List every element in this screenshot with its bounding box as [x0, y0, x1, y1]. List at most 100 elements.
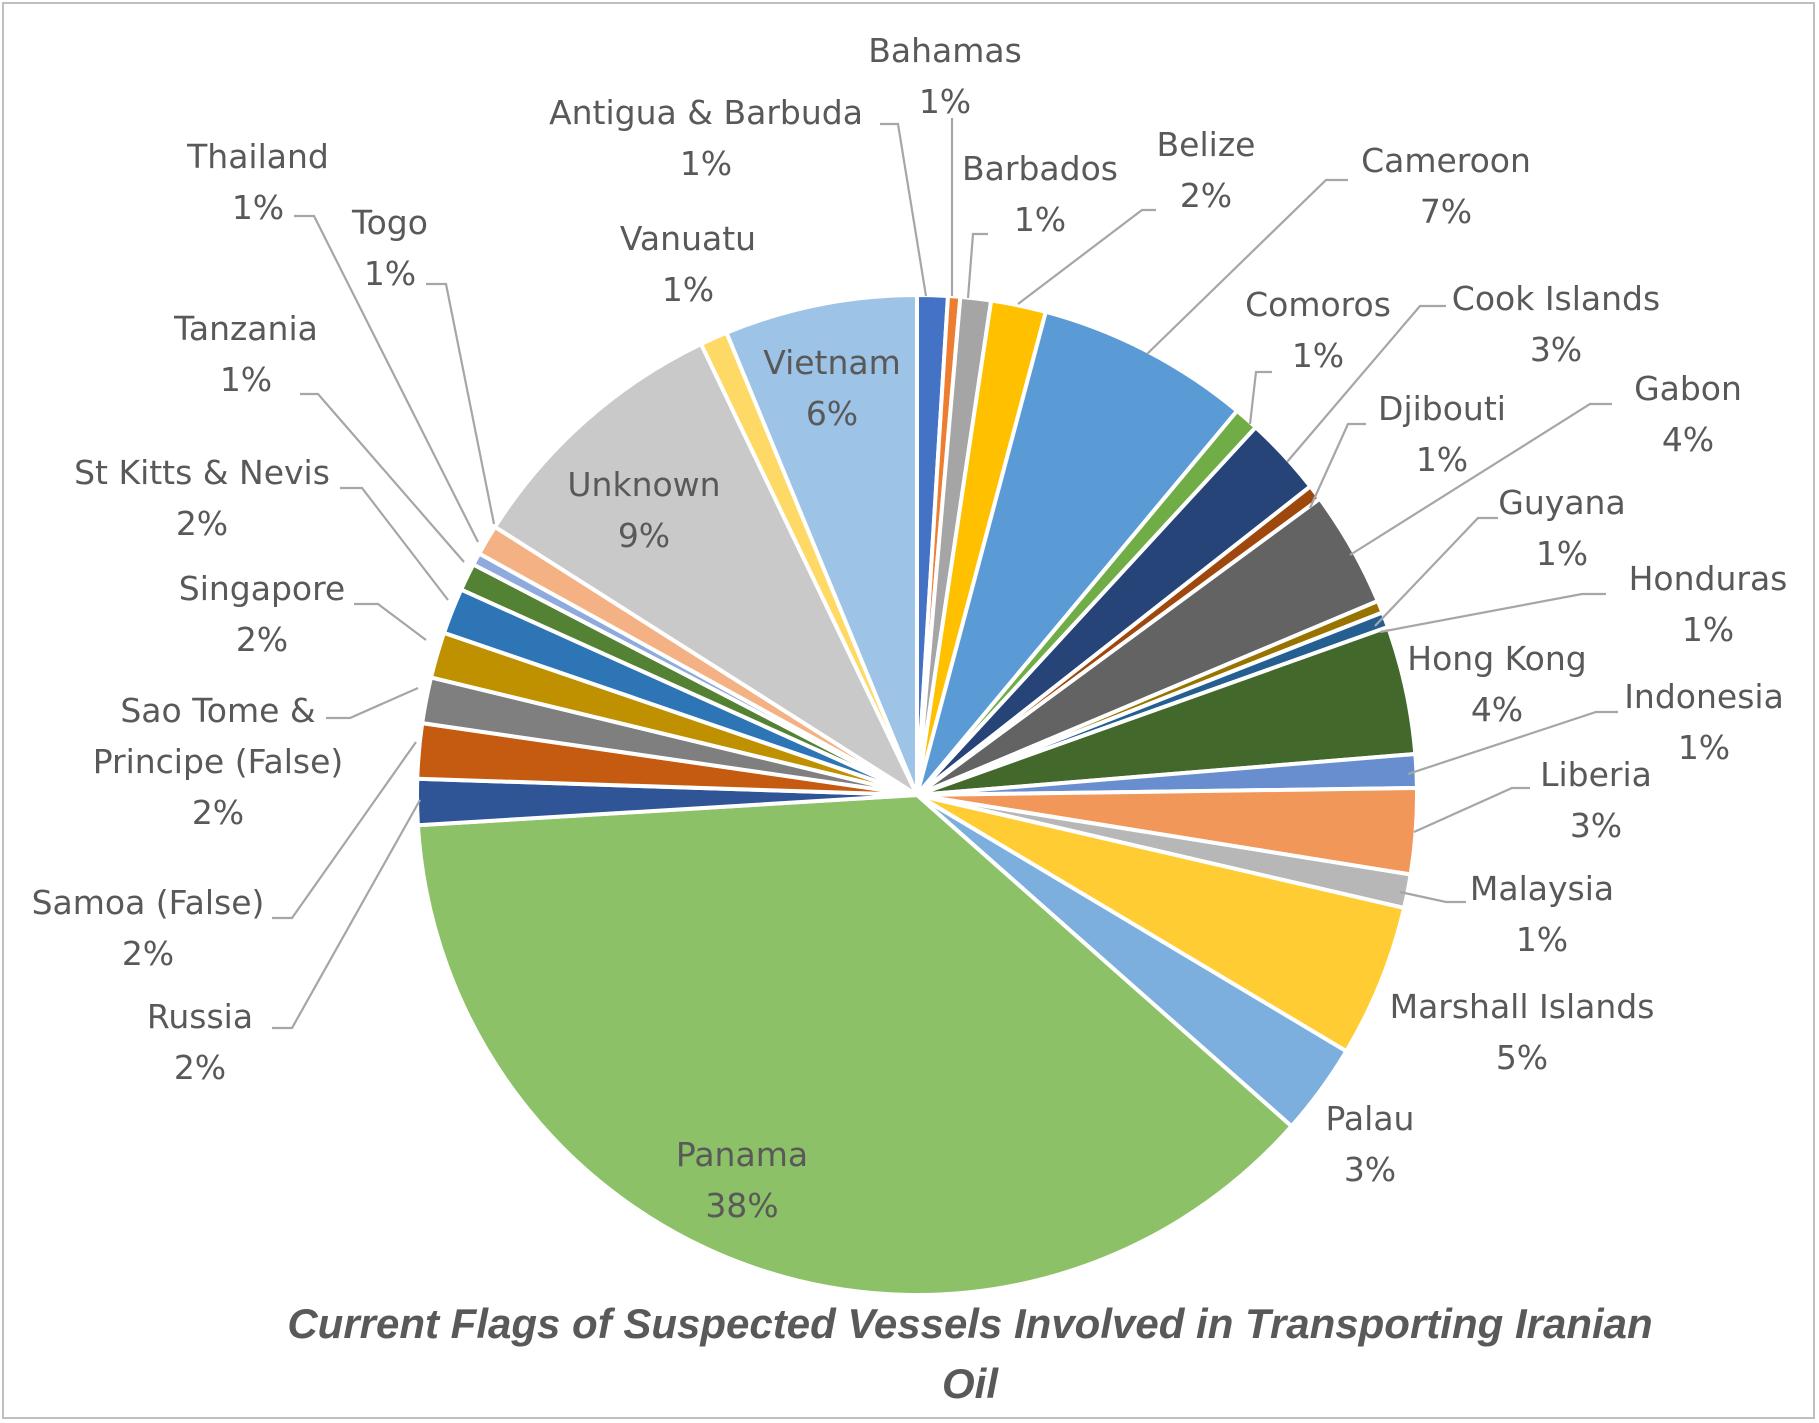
data-label-line: Marshall Islands	[1390, 987, 1655, 1026]
data-label-line: 1%	[364, 254, 416, 293]
data-label-line: Panama	[676, 1135, 808, 1174]
data-label-thailand: Thailand 1%	[186, 137, 329, 227]
data-label-line: 1%	[232, 188, 284, 227]
data-label-st-kitts-nevis: St Kitts & Nevis 2%	[74, 453, 330, 543]
leader-line-comoros	[1248, 370, 1272, 425]
data-label-line: Tanzania	[173, 309, 318, 348]
leader-line-gabon	[1349, 402, 1612, 556]
slice-unknown	[492, 342, 919, 797]
data-label-gabon: Gabon 4%	[1634, 369, 1742, 459]
leader-line-russia	[272, 799, 421, 1030]
data-label-line: Belize	[1157, 125, 1256, 164]
data-label-line: Comoros	[1245, 285, 1391, 324]
data-label-line: Liberia	[1540, 755, 1652, 794]
data-label-bahamas: Bahamas 1%	[868, 31, 1022, 121]
data-label-line: St Kitts & Nevis	[74, 453, 330, 492]
data-label-line: 2%	[1180, 176, 1232, 215]
data-label-line: Barbados	[962, 149, 1118, 188]
data-label-line: 9%	[618, 516, 670, 555]
data-label-line: Djibouti	[1378, 389, 1506, 428]
leader-line-honduras	[1379, 592, 1606, 634]
leader-line-samoa-false	[272, 741, 417, 920]
data-label-line: 1%	[680, 144, 732, 183]
data-label-unknown: Unknown 9%	[567, 465, 720, 555]
slice-vietnam	[724, 293, 919, 797]
leader-line-togo	[426, 282, 496, 525]
data-label-honduras: Honduras 1%	[1629, 559, 1788, 649]
data-label-vanuatu: Vanuatu 1%	[620, 219, 756, 309]
data-label-line: Honduras	[1629, 559, 1788, 598]
data-label-line: Sao Tome &	[120, 691, 315, 730]
data-labels: Bahamas 1% Antigua & Barbuda 1% Barbados 1% Be…	[32, 31, 1788, 1225]
data-label-line: Vietnam	[763, 343, 901, 382]
data-label-line: 7%	[1420, 192, 1472, 231]
data-label-line: 2%	[176, 504, 228, 543]
leader-line-cook-islands	[1286, 304, 1446, 463]
data-label-line: 2%	[122, 934, 174, 973]
data-label-line: 3%	[1570, 806, 1622, 845]
data-label-line: 2%	[174, 1048, 226, 1087]
leader-line-singapore	[354, 602, 427, 641]
data-label-tanzania: Tanzania 1%	[173, 309, 318, 399]
data-label-line: Gabon	[1634, 369, 1742, 408]
data-label-line: 4%	[1471, 690, 1523, 729]
data-label-line: Hong Kong	[1407, 639, 1586, 678]
data-label-samoa-false: Samoa (False) 2%	[32, 883, 265, 973]
data-label-line: Indonesia	[1624, 677, 1784, 716]
leader-line-st-kitts-nevis	[340, 486, 449, 601]
data-label-line: Togo	[351, 203, 428, 242]
data-label-line: 4%	[1662, 420, 1714, 459]
data-label-line: 1%	[1536, 534, 1588, 573]
leader-line-belize	[1017, 208, 1156, 305]
data-label-line: Vanuatu	[620, 219, 756, 258]
data-label-line: Russia	[147, 997, 253, 1036]
leader-line-sao-tome-principe-false	[326, 686, 419, 720]
leader-line-guyana	[1374, 516, 1498, 627]
data-label-line: Cook Islands	[1452, 279, 1660, 318]
data-label-palau: Palau 3%	[1326, 1099, 1415, 1189]
data-label-cook-islands: Cook Islands 3%	[1452, 279, 1660, 369]
data-label-marshall-islands: Marshall Islands 5%	[1390, 987, 1655, 1077]
leader-line-barbados	[966, 232, 988, 299]
data-label-togo: Togo 1%	[351, 203, 428, 293]
leader-line-cameroon	[1146, 178, 1348, 355]
data-label-line: Guyana	[1498, 483, 1625, 522]
data-label-line: 1%	[919, 82, 971, 121]
slice-cameroon	[915, 309, 1240, 797]
data-label-line: 2%	[236, 620, 288, 659]
pie-slices	[415, 292, 1419, 1298]
data-label-panama: Panama 38%	[676, 1135, 808, 1225]
data-label-singapore: Singapore 2%	[179, 569, 345, 659]
data-label-line: 2%	[192, 793, 244, 832]
leader-line-antigua-barbuda	[880, 122, 928, 297]
data-label-liberia: Liberia 3%	[1540, 755, 1652, 845]
data-label-line: Palau	[1326, 1099, 1415, 1138]
data-label-line: 38%	[705, 1186, 778, 1225]
data-label-antigua-barbuda: Antigua & Barbuda 1%	[549, 93, 863, 183]
data-label-line: 1%	[662, 270, 714, 309]
data-label-line: Principe (False)	[93, 742, 344, 781]
data-label-line: Singapore	[179, 569, 345, 608]
slice-marshall-islands	[915, 793, 1407, 1054]
data-label-comoros: Comoros 1%	[1245, 285, 1391, 375]
data-label-line: 1%	[1678, 728, 1730, 767]
data-label-vietnam: Vietnam 6%	[763, 343, 901, 433]
leader-line-malaysia	[1399, 890, 1466, 904]
data-label-barbados: Barbados 1%	[962, 149, 1118, 239]
data-label-line: Bahamas	[868, 31, 1022, 70]
data-label-line: 1%	[1014, 200, 1066, 239]
data-label-line: 5%	[1496, 1038, 1548, 1077]
leader-line-liberia	[1413, 786, 1530, 834]
data-label-line: Malaysia	[1470, 869, 1614, 908]
leader-lines	[272, 118, 1618, 1030]
data-label-malaysia: Malaysia 1%	[1470, 869, 1614, 959]
data-label-line: 6%	[806, 394, 858, 433]
data-label-line: 1%	[1516, 920, 1568, 959]
leader-line-tanzania	[300, 392, 465, 563]
chart-title-line-2: Oil	[942, 1360, 999, 1407]
slice-panama	[415, 793, 1294, 1298]
data-label-belize: Belize 2%	[1157, 125, 1256, 215]
data-label-guyana: Guyana 1%	[1498, 483, 1625, 573]
data-label-line: 3%	[1344, 1150, 1396, 1189]
